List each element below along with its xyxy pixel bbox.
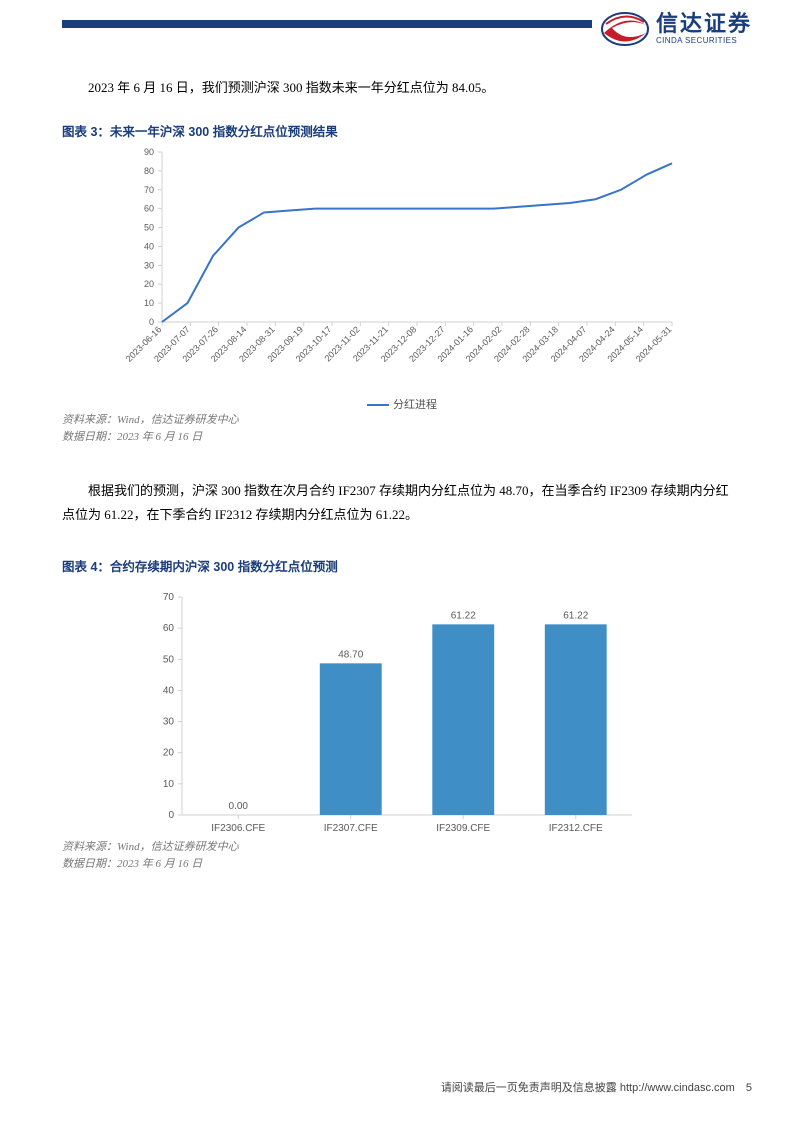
line-chart-svg: 01020304050607080902023-06-162023-07-072… <box>122 144 682 394</box>
svg-text:70: 70 <box>144 185 154 195</box>
figure-3-legend: 分红进程 <box>122 396 682 412</box>
legend-line-icon <box>367 404 389 406</box>
page-header: 信达证券 CINDA SECURITIES <box>0 0 802 62</box>
svg-text:0.00: 0.00 <box>229 801 249 812</box>
brand-name-cn: 信达证券 <box>656 13 752 35</box>
svg-text:20: 20 <box>163 748 175 759</box>
brand-name-en: CINDA SECURITIES <box>656 37 752 45</box>
figure-3-title: 图表 3：未来一年沪深 300 指数分红点位预测结果 <box>62 121 740 140</box>
svg-text:90: 90 <box>144 147 154 157</box>
svg-text:30: 30 <box>144 261 154 271</box>
svg-text:10: 10 <box>144 299 154 309</box>
svg-text:60: 60 <box>163 623 175 634</box>
source-line-2: 数据日期：2023 年 6 月 16 日 <box>62 429 740 446</box>
svg-text:40: 40 <box>144 242 154 252</box>
brand-logo: 信达证券 CINDA SECURITIES <box>600 8 752 50</box>
page-content: 2023 年 6 月 16 日，我们预测沪深 300 指数未来一年分红点位为 8… <box>0 62 802 872</box>
page-footer: 请阅读最后一页免责声明及信息披露 http://www.cindasc.com … <box>441 1079 752 1095</box>
svg-text:20: 20 <box>144 280 154 290</box>
svg-text:40: 40 <box>163 686 175 697</box>
svg-text:70: 70 <box>163 592 175 603</box>
svg-text:0: 0 <box>168 810 174 821</box>
legend-label: 分红进程 <box>393 399 437 411</box>
svg-text:50: 50 <box>163 654 175 665</box>
svg-text:IF2312.CFE: IF2312.CFE <box>549 823 603 834</box>
svg-text:0: 0 <box>149 317 154 327</box>
paragraph-1: 2023 年 6 月 16 日，我们预测沪深 300 指数未来一年分红点位为 8… <box>62 76 740 99</box>
figure-4-title: 图表 4：合约存续期内沪深 300 指数分红点位预测 <box>62 556 740 575</box>
bar-chart-svg: 0 10 20 30 40 50 60 70 0.00 IF2306.CFE 48.70 IF2307… <box>142 579 642 839</box>
svg-text:IF2306.CFE: IF2306.CFE <box>211 823 265 834</box>
source-line-1b: 资料来源：Wind，信达证券研发中心 <box>62 839 740 856</box>
figure-4-chart: 0 10 20 30 40 50 60 70 0.00 IF2306.CFE 48.70 IF2307… <box>142 579 642 839</box>
header-rule <box>62 20 592 28</box>
source-line-2b: 数据日期：2023 年 6 月 16 日 <box>62 856 740 873</box>
figure-3-source: 资料来源：Wind，信达证券研发中心 数据日期：2023 年 6 月 16 日 <box>62 412 740 445</box>
svg-text:61.22: 61.22 <box>451 611 476 622</box>
svg-text:50: 50 <box>144 223 154 233</box>
footer-url[interactable]: http://www.cindasc.com <box>620 1082 735 1094</box>
svg-text:48.70: 48.70 <box>338 650 363 661</box>
svg-text:80: 80 <box>144 166 154 176</box>
page-number: 5 <box>746 1082 752 1094</box>
svg-text:10: 10 <box>163 779 175 790</box>
paragraph-2: 根据我们的预测，沪深 300 指数在次月合约 IF2307 存续期内分红点位为 … <box>62 479 740 526</box>
footer-disclaimer: 请阅读最后一页免责声明及信息披露 <box>441 1082 617 1094</box>
source-line-1: 资料来源：Wind，信达证券研发中心 <box>62 412 740 429</box>
svg-text:IF2307.CFE: IF2307.CFE <box>324 823 378 834</box>
logo-mark-icon <box>600 8 650 50</box>
svg-text:60: 60 <box>144 204 154 214</box>
figure-4-source: 资料来源：Wind，信达证券研发中心 数据日期：2023 年 6 月 16 日 <box>62 839 740 872</box>
figure-3-chart: 01020304050607080902023-06-162023-07-072… <box>122 144 682 412</box>
svg-text:61.22: 61.22 <box>563 611 588 622</box>
svg-text:30: 30 <box>163 717 175 728</box>
svg-text:IF2309.CFE: IF2309.CFE <box>436 823 490 834</box>
